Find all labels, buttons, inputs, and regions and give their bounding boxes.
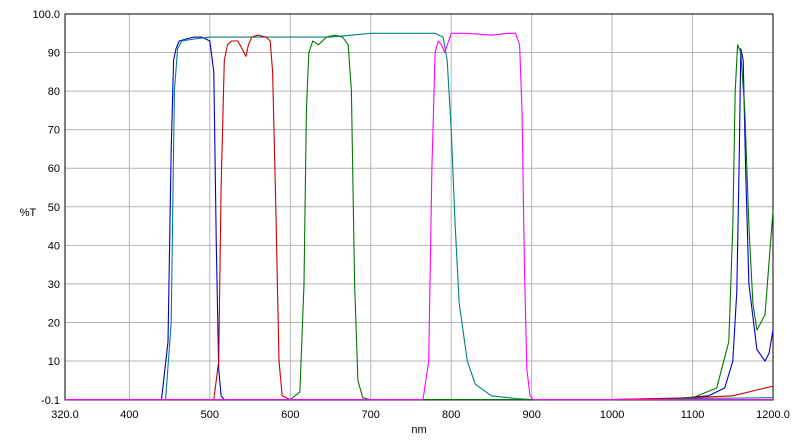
x-tick-label: 700 <box>362 409 380 421</box>
series-line-2 <box>65 32 774 401</box>
x-tick-label: 900 <box>522 409 540 421</box>
y-tick-label: 60 <box>48 163 60 175</box>
series <box>65 32 774 401</box>
y-tick-label: 70 <box>48 125 60 137</box>
y-axis-label: %T <box>20 207 37 219</box>
x-tick-label: 1000 <box>600 409 624 421</box>
x-tick-label: 1100 <box>681 409 705 421</box>
y-tick-label: 10 <box>48 356 60 368</box>
x-axis-label: nm <box>411 424 426 436</box>
x-tick-label: 320.0 <box>51 409 79 421</box>
series-line-5 <box>65 32 773 401</box>
x-tick-label: 400 <box>120 409 138 421</box>
y-tick-label: 40 <box>48 240 60 252</box>
y-tick-label: 30 <box>48 279 60 291</box>
grid <box>65 14 773 400</box>
y-tick-label: 100.0 <box>32 9 60 21</box>
x-tick-label: 800 <box>442 409 460 421</box>
y-tick-label: 80 <box>48 86 60 98</box>
series-line-4 <box>65 34 774 401</box>
y-tick-label: 50 <box>48 202 60 214</box>
series-line-3 <box>65 34 774 401</box>
x-tick-labels: 320.0 400 500 600 700 800 900 1000 1100 1200.0 <box>51 409 790 421</box>
x-tick-label: 500 <box>201 409 219 421</box>
x-tick-label: 1200.0 <box>756 409 790 421</box>
y-tick-label: 90 <box>48 48 60 60</box>
y-tick-labels: -0.1 10 20 30 40 50 60 70 80 90 100.0 <box>32 9 60 407</box>
y-tick-label: -0.1 <box>41 395 60 407</box>
x-tick-label: 600 <box>281 409 299 421</box>
y-tick-label: 20 <box>48 317 60 329</box>
